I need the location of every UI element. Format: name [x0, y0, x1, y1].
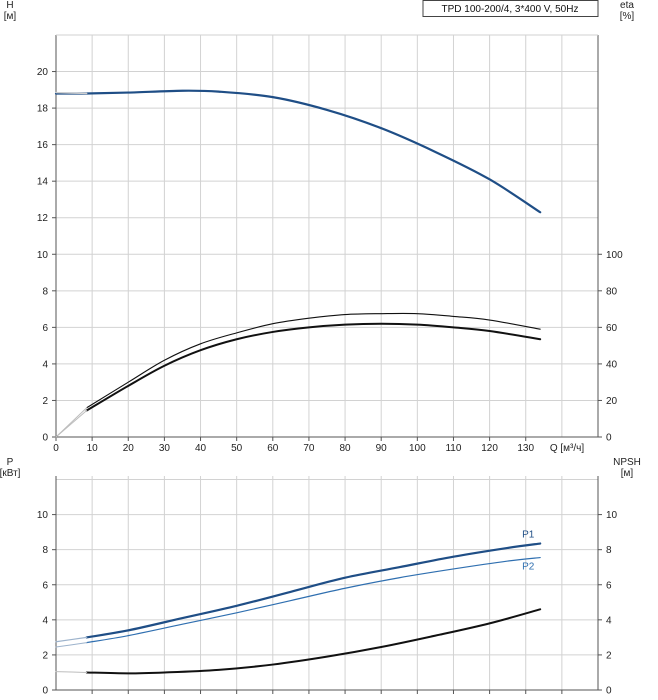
right-tick-label: 6 [606, 580, 612, 591]
series-line-1-5 [55, 671, 88, 673]
series-line-0-1 [55, 91, 88, 95]
right-tick-label: 8 [606, 545, 612, 556]
right-axis-name: NPSH [613, 457, 641, 468]
left-tick-label: 10 [37, 250, 49, 261]
right-tick-label: 100 [606, 250, 623, 261]
x-tick-label: 20 [123, 443, 135, 454]
left-tick-label: 4 [42, 359, 48, 370]
right-tick-label: 80 [606, 286, 618, 297]
left-tick-label: 12 [37, 213, 49, 224]
right-tick-label: 2 [606, 650, 612, 661]
right-tick-label: 0 [606, 433, 612, 444]
series-label-p1: P1 [522, 530, 535, 541]
x-tick-label: 70 [303, 443, 315, 454]
left-axis-name: H [6, 0, 13, 11]
x-tick-label: 60 [267, 443, 279, 454]
series-line-1-1 [55, 636, 88, 643]
x-tick-label: 0 [53, 443, 59, 454]
x-tick-label: 40 [195, 443, 207, 454]
x-tick-label: 80 [340, 443, 352, 454]
x-tick-label: 10 [87, 443, 99, 454]
series-label-p2: P2 [522, 562, 535, 573]
left-tick-label: 0 [42, 433, 48, 444]
x-tick-label: 90 [376, 443, 388, 454]
right-axis-unit: [%] [620, 11, 635, 22]
left-tick-label: 0 [42, 686, 48, 697]
left-tick-label: 2 [42, 396, 48, 407]
right-tick-label: 0 [606, 686, 612, 697]
power-npsh-chart: 0 2 4 6 8 10 0 2 4 6 8 10 P[кВт] NPSH[м] P1 P2 [0, 457, 641, 697]
left-tick-label: 16 [37, 140, 49, 151]
left-tick-label: 20 [37, 67, 49, 78]
series-line-1-0 [85, 542, 542, 639]
left-tick-label: 6 [42, 323, 48, 334]
chart-title: TPD 100-200/4, 3*400 V, 50Hz [442, 4, 579, 15]
series-line-1-4 [85, 608, 542, 675]
series-line-0-2 [86, 312, 541, 409]
series-line-0-5 [55, 410, 88, 438]
left-tick-label: 4 [42, 615, 48, 626]
left-tick-label: 6 [42, 580, 48, 591]
left-tick-label: 2 [42, 650, 48, 661]
x-tick-label: 130 [517, 443, 534, 454]
left-tick-label: 18 [37, 104, 49, 115]
series-line-0-4 [85, 322, 542, 412]
x-tick-label: 30 [159, 443, 171, 454]
right-tick-label: 40 [606, 359, 618, 370]
right-axis-unit: [м] [621, 468, 634, 479]
series-line-0-0 [54, 89, 542, 214]
left-axis-unit: [кВт] [0, 468, 21, 479]
series-line-1-2 [86, 556, 541, 644]
x-tick-label: 120 [481, 443, 498, 454]
left-tick-label: 8 [42, 545, 48, 556]
left-tick-label: 8 [42, 286, 48, 297]
title-box [422, 0, 599, 17]
right-tick-label: 4 [606, 615, 612, 626]
right-tick-label: 60 [606, 323, 618, 334]
x-tick-label: 100 [409, 443, 426, 454]
left-tick-label: 10 [37, 510, 49, 521]
right-tick-label: 20 [606, 396, 618, 407]
x-axis-label: Q [м³/ч] [550, 443, 585, 454]
left-axis-unit: [м] [4, 11, 17, 22]
right-axis-name: eta [620, 0, 634, 11]
right-tick-label: 10 [606, 510, 618, 521]
series-line-1-3 [55, 642, 88, 648]
left-tick-label: 14 [37, 177, 49, 188]
x-tick-label: 110 [445, 443, 461, 454]
head-efficiency-chart: 0 2 4 6 8 10 12 14 16 18 20 0 20 40 60 80 100 H[м] eta[%] 0… [4, 0, 635, 454]
left-axis-name: P [7, 457, 14, 468]
x-tick-label: 50 [231, 443, 243, 454]
